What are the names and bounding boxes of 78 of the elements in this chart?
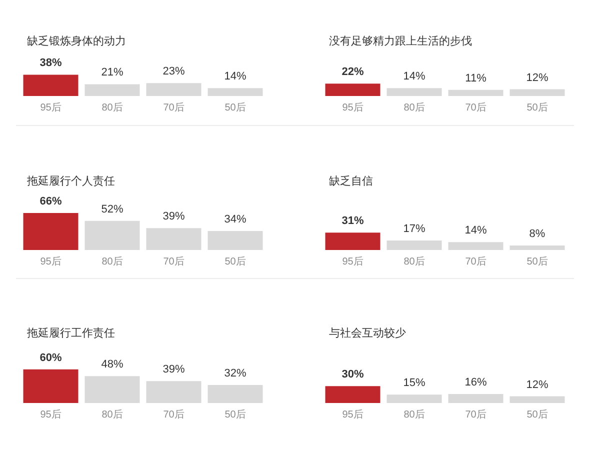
data-label: 34% — [224, 213, 246, 226]
x-tick-label: 70后 — [163, 256, 184, 268]
data-label: 39% — [162, 364, 185, 376]
bar — [146, 83, 202, 96]
data-label: 12% — [526, 72, 548, 84]
x-tick-label: 80后 — [102, 102, 123, 114]
chart-title: 拖延履行工作责任 — [26, 326, 115, 340]
bar — [510, 396, 565, 403]
data-label: 30% — [342, 368, 364, 381]
data-label: 23% — [162, 66, 185, 78]
bar — [208, 385, 263, 403]
x-tick-label: 95后 — [40, 256, 62, 268]
x-tick-label: 50后 — [526, 256, 548, 268]
bar — [84, 84, 140, 96]
chart-title: 没有足够精力跟上生活的步伐 — [329, 34, 472, 48]
data-label: 14% — [224, 70, 246, 83]
bar — [23, 74, 78, 96]
x-tick-label: 80后 — [102, 408, 123, 420]
bar — [208, 230, 263, 250]
data-label: 16% — [464, 376, 487, 389]
data-label: 21% — [101, 66, 124, 79]
bar — [325, 84, 380, 96]
x-tick-label: 70后 — [163, 408, 184, 420]
data-label: 52% — [101, 203, 124, 216]
x-tick-label: 80后 — [404, 256, 425, 268]
bar — [448, 242, 504, 250]
chart-title: 拖延履行个人责任 — [26, 174, 115, 188]
data-label: 31% — [342, 215, 364, 228]
x-tick-label: 95后 — [40, 408, 62, 420]
chart-title: 缺乏锻炼身体的动力 — [27, 34, 126, 48]
data-label: 22% — [342, 66, 364, 78]
data-label: 32% — [224, 368, 246, 380]
bar — [146, 228, 202, 250]
x-tick-label: 95后 — [40, 102, 62, 114]
x-tick-label: 50后 — [224, 256, 246, 268]
data-label: 11% — [465, 72, 487, 84]
bar — [386, 394, 442, 403]
data-label: 17% — [403, 222, 426, 235]
x-tick-label: 70后 — [465, 256, 486, 268]
x-tick-label: 80后 — [404, 102, 425, 114]
data-label: 60% — [40, 352, 62, 364]
data-label: 38% — [40, 57, 62, 70]
data-label: 66% — [40, 196, 62, 208]
x-tick-label: 70后 — [465, 102, 486, 114]
bar — [510, 89, 565, 96]
x-tick-label: 70后 — [163, 102, 184, 114]
x-tick-label: 95后 — [342, 102, 364, 114]
data-label: 8% — [529, 228, 546, 240]
bar — [146, 381, 202, 403]
bar — [325, 232, 380, 250]
x-tick-label: 50后 — [526, 408, 548, 420]
bar — [23, 213, 78, 250]
data-label: 15% — [403, 377, 426, 390]
x-tick-label: 50后 — [224, 102, 246, 114]
bar — [448, 90, 504, 96]
bar — [448, 394, 504, 403]
chart-title: 缺乏自信 — [329, 174, 373, 188]
data-label: 48% — [101, 358, 124, 371]
x-tick-label: 80后 — [404, 408, 425, 420]
bar — [325, 386, 380, 403]
chart-title: 与社会互动较少 — [329, 326, 406, 340]
data-label: 12% — [526, 378, 548, 391]
bar — [386, 240, 442, 250]
data-label: 39% — [162, 210, 185, 223]
x-tick-label: 95后 — [342, 408, 364, 420]
x-tick-label: 95后 — [342, 256, 364, 268]
data-label: 14% — [403, 70, 426, 83]
data-label: 14% — [464, 224, 487, 237]
x-tick-label: 50后 — [526, 102, 548, 114]
bar — [23, 369, 78, 403]
bar — [84, 220, 140, 250]
bar — [386, 88, 442, 96]
bar — [510, 246, 565, 250]
bar — [84, 376, 140, 403]
x-tick-label: 50后 — [224, 408, 246, 420]
x-tick-label: 70后 — [465, 408, 486, 420]
x-tick-label: 80后 — [102, 256, 123, 268]
bar — [208, 88, 263, 96]
